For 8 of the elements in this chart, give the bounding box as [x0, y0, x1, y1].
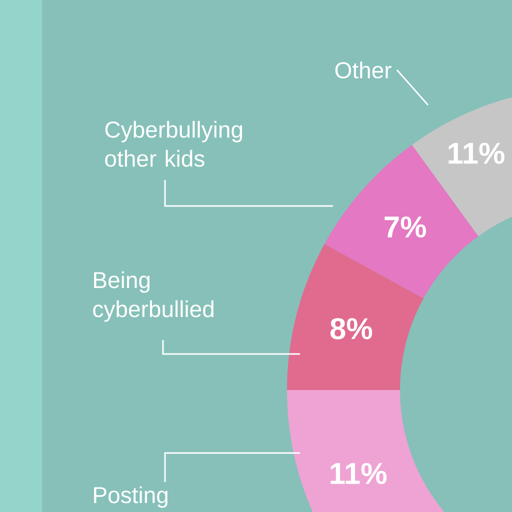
- data-label: 7%: [384, 216, 426, 238]
- data-label: 11%: [448, 142, 504, 164]
- slice-label: Cyberbullying other kids: [105, 120, 242, 167]
- slice-label: Posting: [94, 486, 168, 508]
- slice-label: Other: [335, 62, 392, 78]
- data-label: 11%: [330, 462, 387, 484]
- data-label: 8%: [330, 318, 372, 340]
- slice-label: Being cyberbullied: [93, 271, 214, 322]
